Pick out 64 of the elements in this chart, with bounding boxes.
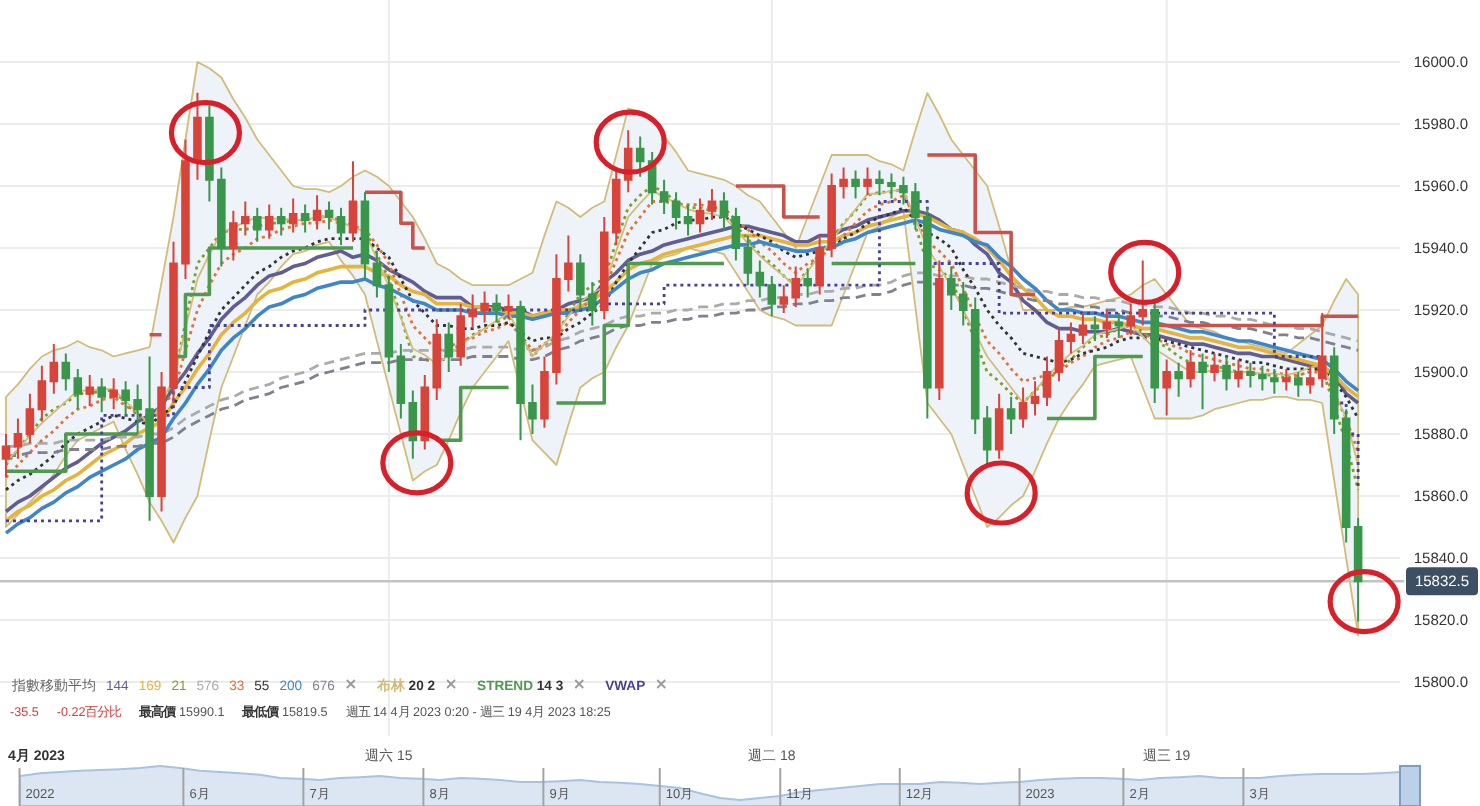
candlestick bbox=[707, 188, 717, 222]
candlestick bbox=[1006, 395, 1016, 435]
candlestick bbox=[1198, 352, 1207, 411]
candlestick bbox=[743, 234, 753, 287]
candlestick bbox=[360, 191, 370, 280]
candlestick bbox=[372, 250, 382, 299]
candlestick bbox=[264, 203, 274, 240]
candlestick bbox=[336, 206, 346, 246]
candlestick bbox=[731, 206, 741, 262]
candlestick bbox=[635, 135, 645, 178]
candlestick bbox=[492, 293, 501, 324]
candlestick bbox=[994, 392, 1004, 460]
candlestick bbox=[767, 274, 777, 318]
candlestick bbox=[37, 364, 47, 423]
candlestick bbox=[384, 274, 394, 373]
candlestick bbox=[85, 374, 95, 408]
candlestick bbox=[1066, 321, 1076, 355]
candlestick bbox=[1114, 312, 1124, 339]
candlestick bbox=[1294, 371, 1303, 398]
candlestick bbox=[444, 321, 453, 373]
candlestick bbox=[1090, 315, 1100, 342]
candlestick bbox=[695, 197, 705, 234]
candlestick bbox=[1162, 358, 1171, 417]
candlestick bbox=[851, 169, 860, 200]
candlestick bbox=[49, 343, 59, 395]
candlestick bbox=[1102, 309, 1112, 339]
candlestick bbox=[97, 377, 106, 414]
candlestick bbox=[935, 259, 944, 401]
candlestick bbox=[300, 203, 310, 234]
candlestick bbox=[755, 259, 765, 299]
candlestick bbox=[1030, 380, 1040, 417]
candlestick bbox=[1222, 355, 1231, 392]
candlestick bbox=[659, 178, 669, 215]
candlestick bbox=[109, 377, 118, 411]
candlestick bbox=[1174, 361, 1183, 398]
candlestick bbox=[1341, 408, 1351, 544]
candlestick bbox=[1, 433, 11, 479]
candlestick bbox=[324, 200, 334, 231]
candlestick bbox=[288, 197, 298, 234]
candlestick bbox=[1282, 367, 1291, 392]
candlestick bbox=[1018, 386, 1028, 429]
candlestick bbox=[1150, 299, 1159, 404]
candlestick bbox=[683, 203, 693, 237]
candlestick bbox=[1078, 312, 1088, 346]
candlestick bbox=[13, 417, 23, 460]
candlestick bbox=[803, 268, 812, 299]
candlestick bbox=[312, 194, 322, 231]
candlestick bbox=[1210, 352, 1219, 383]
candlestick bbox=[1234, 358, 1243, 389]
candlestick bbox=[504, 293, 513, 321]
candlestick bbox=[1353, 516, 1363, 623]
candlestick bbox=[276, 206, 286, 237]
candlestick bbox=[1186, 349, 1195, 389]
candlestick bbox=[1054, 327, 1064, 383]
candlestick bbox=[671, 191, 681, 231]
candlestick bbox=[1329, 346, 1339, 435]
candlestick bbox=[396, 343, 406, 420]
candlestick bbox=[348, 160, 358, 243]
candlestick bbox=[25, 392, 35, 445]
candlestick bbox=[863, 166, 872, 197]
candlestick bbox=[252, 206, 262, 243]
candlestick bbox=[1042, 355, 1052, 408]
candlestick bbox=[719, 191, 729, 231]
candlestick bbox=[193, 91, 202, 181]
